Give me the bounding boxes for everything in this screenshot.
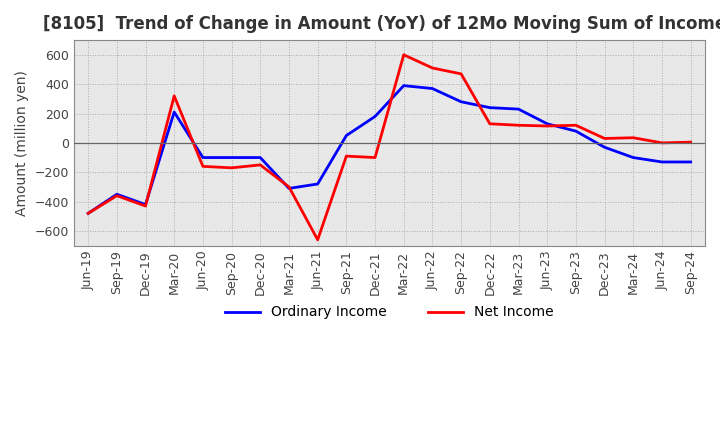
Ordinary Income xyxy=(141,202,150,207)
Net Income xyxy=(141,203,150,209)
Line: Ordinary Income: Ordinary Income xyxy=(88,86,690,213)
Net Income xyxy=(284,184,293,190)
Net Income xyxy=(572,123,580,128)
Title: [8105]  Trend of Change in Amount (YoY) of 12Mo Moving Sum of Incomes: [8105] Trend of Change in Amount (YoY) o… xyxy=(42,15,720,33)
Net Income xyxy=(456,71,465,77)
Ordinary Income xyxy=(256,155,265,160)
Net Income xyxy=(600,136,609,141)
Net Income xyxy=(371,155,379,160)
Ordinary Income xyxy=(514,106,523,112)
Ordinary Income xyxy=(572,128,580,134)
Ordinary Income xyxy=(657,159,666,165)
Net Income xyxy=(199,164,207,169)
Net Income xyxy=(543,123,552,128)
Ordinary Income xyxy=(228,155,236,160)
Ordinary Income xyxy=(371,114,379,119)
Ordinary Income xyxy=(284,186,293,191)
Legend: Ordinary Income, Net Income: Ordinary Income, Net Income xyxy=(220,300,559,325)
Net Income xyxy=(112,193,121,198)
Net Income xyxy=(256,162,265,168)
Net Income xyxy=(228,165,236,170)
Ordinary Income xyxy=(199,155,207,160)
Ordinary Income xyxy=(84,211,92,216)
Net Income xyxy=(485,121,494,126)
Net Income xyxy=(629,135,638,140)
Net Income xyxy=(170,93,179,99)
Net Income xyxy=(514,123,523,128)
Ordinary Income xyxy=(456,99,465,104)
Net Income xyxy=(657,140,666,146)
Net Income xyxy=(400,52,408,58)
Net Income xyxy=(428,66,437,71)
Net Income xyxy=(686,139,695,145)
Ordinary Income xyxy=(600,145,609,150)
Ordinary Income xyxy=(629,155,638,160)
Ordinary Income xyxy=(485,105,494,110)
Ordinary Income xyxy=(543,121,552,126)
Ordinary Income xyxy=(686,159,695,165)
Net Income xyxy=(342,154,351,159)
Line: Net Income: Net Income xyxy=(88,55,690,240)
Ordinary Income xyxy=(342,133,351,138)
Ordinary Income xyxy=(428,86,437,91)
Ordinary Income xyxy=(170,110,179,115)
Y-axis label: Amount (million yen): Amount (million yen) xyxy=(15,70,29,216)
Net Income xyxy=(84,211,92,216)
Ordinary Income xyxy=(112,192,121,197)
Ordinary Income xyxy=(400,83,408,88)
Net Income xyxy=(313,237,322,242)
Ordinary Income xyxy=(313,181,322,187)
